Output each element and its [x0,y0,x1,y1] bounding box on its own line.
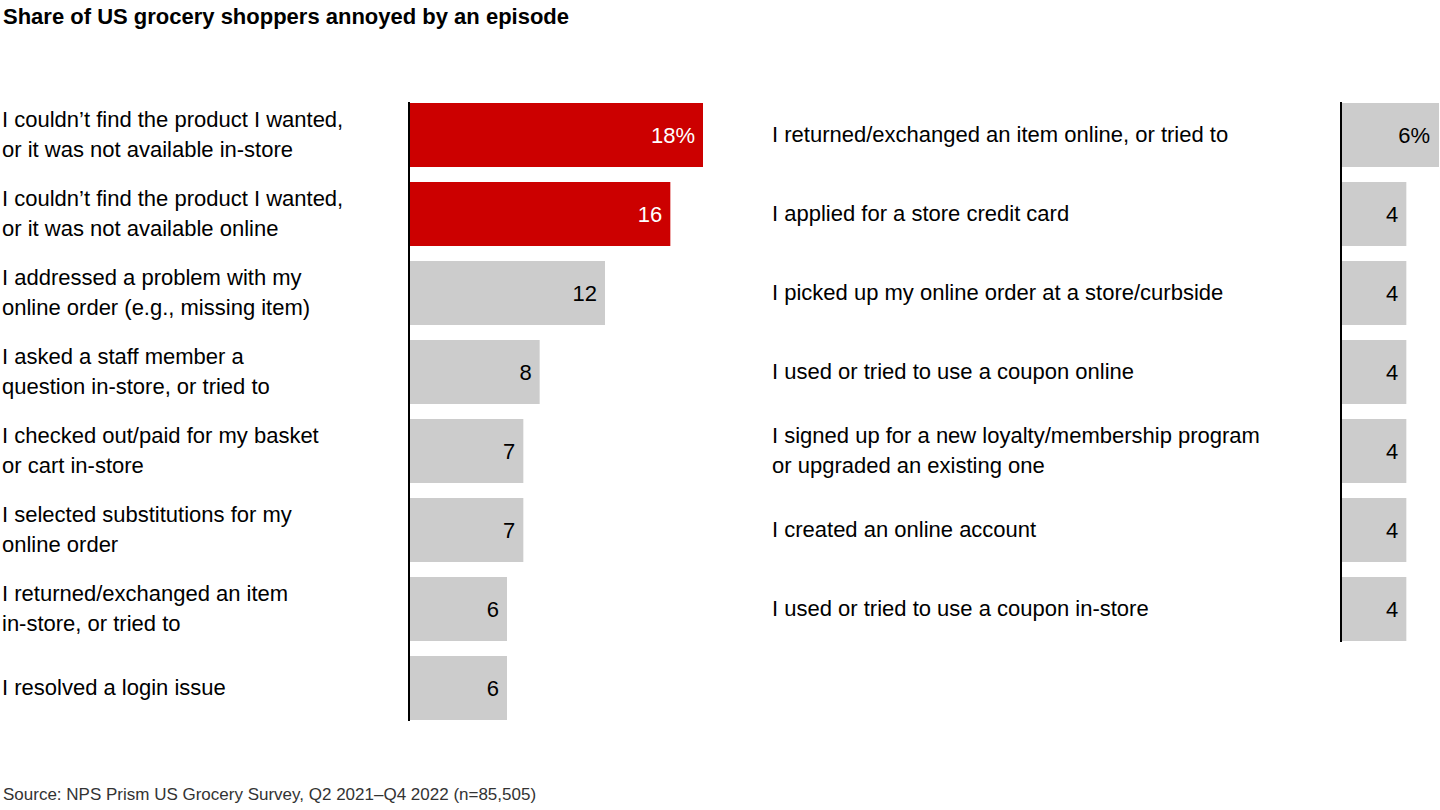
category-label: I selected substitutions for my online o… [2,500,402,560]
bar [409,261,605,325]
category-label: I asked a staff member a question in-sto… [2,342,402,402]
data-label: 6% [1398,123,1430,148]
data-label: 4 [1386,360,1398,385]
data-label: 4 [1386,597,1398,622]
bar [1341,182,1406,246]
source-note: Source: NPS Prism US Grocery Survey, Q2 … [3,785,536,805]
bar-group [1341,103,1439,641]
data-label-group: 6% 4 4 4 4 4 4 [1386,123,1430,622]
axis-line [1340,102,1342,642]
category-label: I signed up for a new loyalty/membership… [772,421,1337,481]
bar [409,498,523,562]
category-label: I checked out/paid for my basket or cart… [2,421,402,481]
category-label: I returned/exchanged an item in-store, o… [2,579,402,639]
category-label: I applied for a store credit card [772,199,1337,229]
category-label: I resolved a login issue [2,673,402,703]
data-label: 12 [573,281,597,306]
axis-line [408,102,410,721]
bar [409,577,507,641]
bar [409,656,507,720]
data-label: 8 [519,360,531,385]
bar [1341,577,1406,641]
data-label: 4 [1386,202,1398,227]
data-label: 4 [1386,518,1398,543]
data-label-group: 18% 16 12 8 7 7 6 6 [487,123,695,701]
data-label: 6 [487,597,499,622]
category-label: I returned/exchanged an item online, or … [772,120,1337,150]
category-label: I used or tried to use a coupon in-store [772,594,1337,624]
bar [1341,261,1406,325]
chart-title: Share of US grocery shoppers annoyed by … [3,4,569,30]
category-label: I couldn’t find the product I wanted, or… [2,184,402,244]
bar [1341,419,1406,483]
category-label: I used or tried to use a coupon online [772,357,1337,387]
bar [1341,340,1406,404]
bar [1341,498,1406,562]
category-label: I picked up my online order at a store/c… [772,278,1337,308]
category-label: I couldn’t find the product I wanted, or… [2,105,402,165]
bar [409,103,703,167]
data-label: 7 [503,439,515,464]
bar-group [409,103,703,720]
bar [409,182,670,246]
bar [409,340,540,404]
bar [1341,103,1439,167]
data-label: 16 [638,202,662,227]
bar [409,419,523,483]
data-label: 18% [651,123,695,148]
data-label: 4 [1386,281,1398,306]
category-label: I addressed a problem with my online ord… [2,263,402,323]
data-label: 4 [1386,439,1398,464]
category-label: I created an online account [772,515,1337,545]
data-label: 6 [487,676,499,701]
data-label: 7 [503,518,515,543]
